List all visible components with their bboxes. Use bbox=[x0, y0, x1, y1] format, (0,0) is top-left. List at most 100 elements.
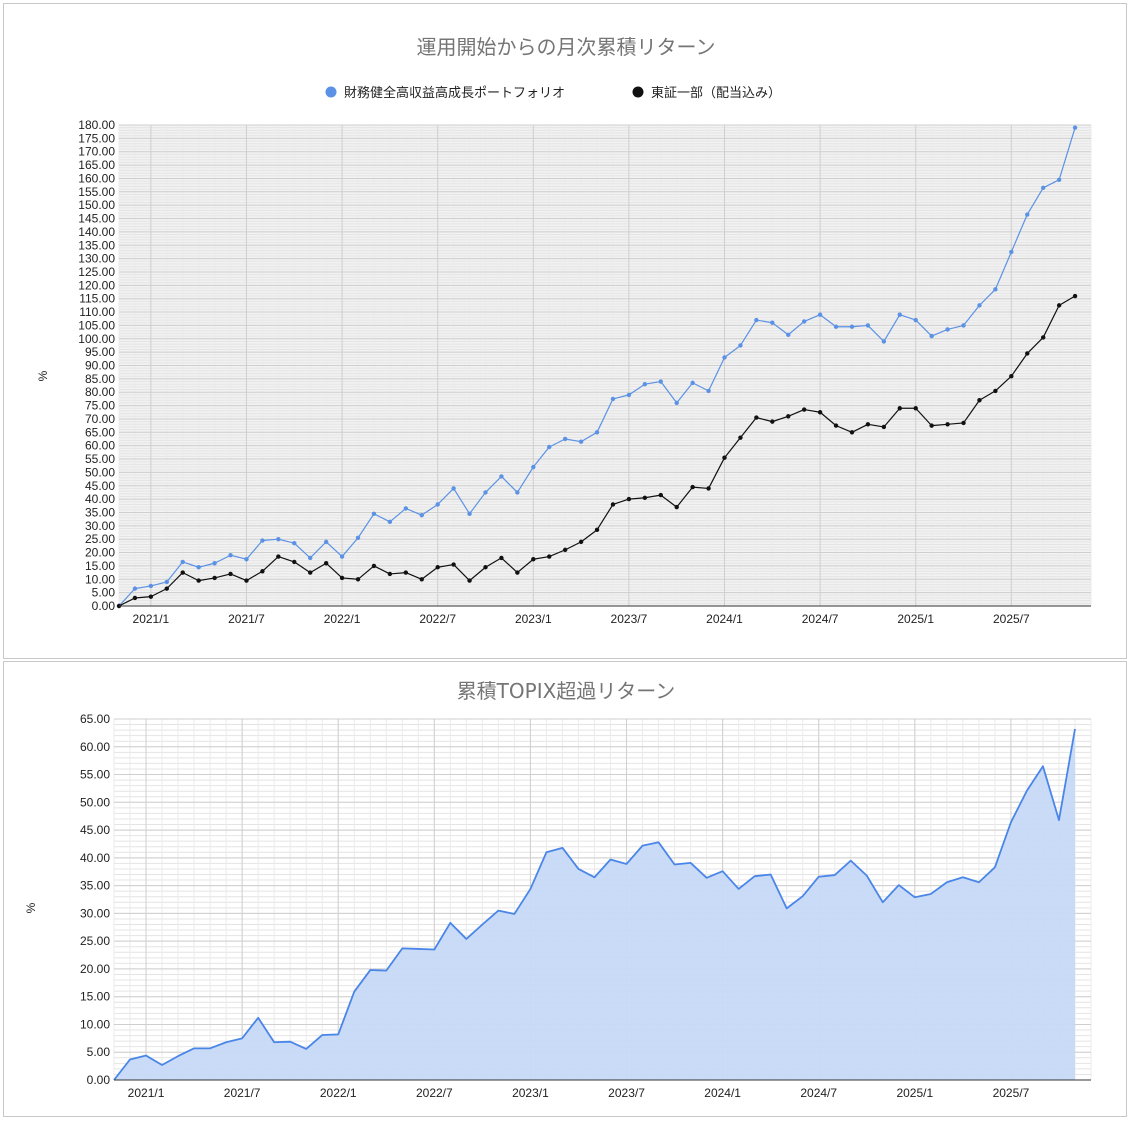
data-point bbox=[865, 323, 871, 328]
data-point bbox=[961, 420, 966, 426]
data-point bbox=[913, 406, 918, 411]
data-point bbox=[642, 382, 648, 387]
data-point bbox=[547, 444, 552, 450]
data-point bbox=[578, 539, 584, 545]
y-tick-label: 125.00 bbox=[78, 265, 115, 279]
plot-area: 0.005.0010.0015.0020.0025.0030.0035.0040… bbox=[78, 118, 1092, 626]
data-point bbox=[435, 565, 440, 570]
data-point bbox=[801, 319, 807, 324]
data-point bbox=[1056, 177, 1062, 182]
x-tick-label: 2023/1 bbox=[515, 612, 552, 626]
data-point bbox=[786, 414, 791, 419]
x-tick-label: 2025/1 bbox=[896, 1086, 933, 1100]
y-axis-label: % bbox=[36, 370, 50, 381]
data-point bbox=[515, 490, 520, 495]
y-tick-label: 45.00 bbox=[85, 479, 115, 493]
data-point bbox=[403, 506, 409, 511]
x-tick-label: 2024/1 bbox=[706, 612, 743, 626]
data-point bbox=[260, 538, 265, 543]
x-tick-label: 2021/7 bbox=[228, 612, 265, 626]
data-point bbox=[626, 496, 632, 502]
legend-marker-portfolio bbox=[325, 86, 337, 98]
data-point bbox=[132, 595, 138, 601]
data-point bbox=[1072, 125, 1078, 130]
data-point bbox=[451, 562, 456, 567]
y-tick-label: 110.00 bbox=[79, 305, 115, 319]
data-point bbox=[531, 464, 536, 470]
data-point bbox=[467, 578, 472, 583]
data-point bbox=[562, 547, 568, 553]
data-point bbox=[499, 474, 504, 479]
y-tick-label: 100.00 bbox=[78, 332, 115, 346]
data-point bbox=[228, 571, 233, 577]
y-tick-label: 10.00 bbox=[85, 572, 115, 586]
cumulative-return-chart-panel: 運用開始からの月次累積リターン 財務健全高収益高成長ポートフォリオ 東証一部（配… bbox=[3, 3, 1127, 659]
y-tick-label: 0.00 bbox=[92, 599, 116, 613]
data-point bbox=[276, 554, 281, 559]
y-axis-label: % bbox=[24, 902, 38, 913]
data-point bbox=[244, 557, 249, 562]
data-point bbox=[945, 327, 950, 332]
data-point bbox=[403, 570, 409, 575]
data-point bbox=[738, 435, 743, 440]
data-point bbox=[228, 553, 233, 558]
x-tick-label: 2025/7 bbox=[993, 1086, 1030, 1100]
data-point bbox=[801, 407, 807, 412]
cumulative-return-chart: 運用開始からの月次累積リターン 財務健全高収益高成長ポートフォリオ 東証一部（配… bbox=[36, 35, 1092, 626]
data-point bbox=[308, 570, 313, 575]
data-point bbox=[1041, 335, 1046, 340]
data-point bbox=[977, 398, 982, 403]
data-point bbox=[594, 527, 600, 533]
x-tick-label: 2021/7 bbox=[224, 1086, 261, 1100]
data-point bbox=[292, 559, 297, 565]
data-point bbox=[897, 312, 902, 317]
data-point bbox=[196, 565, 201, 570]
chart-title: 運用開始からの月次累積リターン bbox=[417, 35, 716, 59]
data-point bbox=[483, 565, 488, 570]
y-tick-label: 155.00 bbox=[78, 185, 115, 199]
data-point bbox=[865, 422, 871, 427]
data-point bbox=[993, 388, 998, 394]
data-point bbox=[929, 333, 934, 339]
data-point bbox=[308, 555, 313, 561]
data-point bbox=[881, 424, 887, 430]
y-tick-label: 20.00 bbox=[85, 546, 115, 560]
x-tick-label: 2023/7 bbox=[611, 612, 648, 626]
data-point bbox=[531, 557, 536, 562]
data-point bbox=[164, 586, 169, 591]
x-tick-label: 2022/7 bbox=[416, 1086, 453, 1100]
data-point bbox=[339, 554, 345, 559]
data-point bbox=[260, 569, 265, 574]
y-tick-label: 120.00 bbox=[78, 278, 115, 292]
y-tick-label: 55.00 bbox=[85, 452, 115, 466]
y-tick-label: 55.00 bbox=[80, 768, 110, 782]
data-point bbox=[674, 504, 679, 510]
data-point bbox=[594, 430, 600, 435]
y-tick-label: 85.00 bbox=[85, 372, 115, 386]
data-point bbox=[881, 339, 887, 344]
data-point bbox=[212, 561, 217, 566]
data-point bbox=[610, 502, 616, 507]
y-tick-label: 65.00 bbox=[80, 712, 110, 726]
y-tick-label: 150.00 bbox=[78, 198, 115, 212]
y-tick-label: 135.00 bbox=[78, 238, 115, 252]
y-tick-label: 30.00 bbox=[85, 519, 115, 533]
y-tick-label: 40.00 bbox=[80, 851, 110, 865]
data-point bbox=[626, 392, 632, 398]
data-point bbox=[849, 324, 855, 329]
data-point bbox=[738, 343, 743, 348]
data-point bbox=[148, 583, 154, 589]
x-tick-label: 2022/1 bbox=[324, 612, 361, 626]
data-point bbox=[339, 575, 345, 581]
data-point bbox=[722, 355, 727, 360]
x-tick-label: 2023/1 bbox=[512, 1086, 549, 1100]
data-point bbox=[323, 539, 329, 545]
x-tick-label: 2024/7 bbox=[800, 1086, 837, 1100]
x-tick-label: 2024/7 bbox=[802, 612, 839, 626]
x-tick-label: 2024/1 bbox=[704, 1086, 741, 1100]
data-point bbox=[658, 492, 663, 498]
data-point bbox=[690, 484, 695, 490]
y-tick-label: 60.00 bbox=[80, 740, 110, 754]
data-point bbox=[658, 379, 663, 384]
data-point bbox=[371, 563, 377, 569]
